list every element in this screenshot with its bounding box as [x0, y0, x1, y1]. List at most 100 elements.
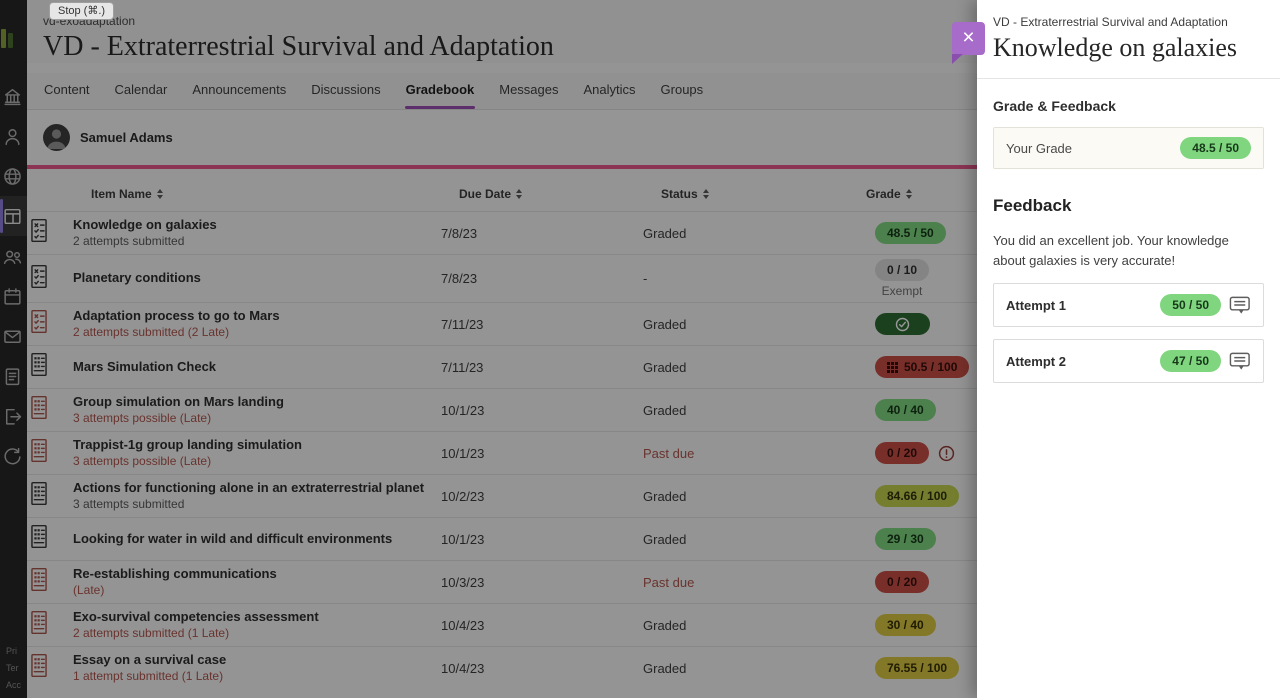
tab-groups[interactable]: Groups: [660, 82, 704, 97]
tab-messages[interactable]: Messages: [499, 82, 559, 97]
nav-item-institution[interactable]: [0, 76, 27, 116]
column-header-due-date[interactable]: Due Date: [459, 187, 661, 201]
tab-gradebook[interactable]: Gradebook: [404, 73, 476, 109]
sort-icon: [702, 189, 709, 199]
status-label: Past due: [643, 445, 695, 461]
stop-button[interactable]: Stop (⌘.): [49, 2, 115, 20]
due-date: 10/4/23: [441, 660, 485, 676]
column-header-grade[interactable]: Grade: [866, 187, 977, 201]
student-accent-bar: [27, 165, 977, 169]
close-icon: ×: [962, 26, 975, 49]
grade-pill[interactable]: 50.5 / 100: [875, 356, 970, 378]
grade-pill[interactable]: 0 / 20: [875, 571, 930, 593]
table-row[interactable]: Group simulation on Mars landing 3 attemp…: [27, 388, 977, 431]
grade-section-title: Grade & Feedback: [993, 98, 1116, 114]
footer-link[interactable]: Acc: [6, 680, 22, 690]
assignment-icon: [27, 610, 51, 640]
column-header-status[interactable]: Status: [661, 187, 866, 201]
tab-discussions[interactable]: Discussions: [311, 82, 381, 97]
table-row[interactable]: Re-establishing communications (Late) 10/3…: [27, 560, 977, 603]
status-label: Graded: [643, 316, 687, 332]
grade-value: 0 / 20: [887, 575, 918, 589]
organizations-icon: [3, 250, 21, 264]
feedback-comment-icon[interactable]: [1229, 295, 1251, 315]
grade-pill[interactable]: 76.55 / 100: [875, 657, 960, 679]
grade-pill[interactable]: 48.5 / 50: [875, 222, 946, 244]
grade-pill-complete[interactable]: [875, 313, 930, 335]
table-row[interactable]: Actions for functioning alone in an extr…: [27, 474, 977, 517]
status-label: Graded: [643, 225, 687, 241]
nav-item-globe[interactable]: [0, 156, 27, 196]
column-header-item-name[interactable]: Item Name: [91, 187, 459, 201]
attempt-row-attempt-2[interactable]: Attempt 2 47 / 50: [993, 339, 1264, 384]
column-label: Due Date: [459, 187, 512, 201]
sort-icon: [516, 189, 523, 199]
grade-value: 48.5 / 50: [887, 226, 934, 240]
globe-icon: [3, 167, 21, 185]
profile-icon: [4, 128, 20, 145]
modal-scrim[interactable]: [0, 0, 977, 698]
table-row[interactable]: Exo-survival competencies assessment 2 at…: [27, 603, 977, 646]
nav-item-messages[interactable]: [0, 316, 27, 356]
tab-announcements[interactable]: Announcements: [192, 82, 287, 97]
footer-link[interactable]: Pri: [6, 646, 17, 656]
grade-value: 29 / 30: [887, 532, 924, 546]
panel-item-title: Knowledge on galaxies: [993, 33, 1238, 62]
table-row[interactable]: Mars Simulation Check 7/11/23 Graded 50.5 /…: [27, 345, 977, 388]
table-row[interactable]: Planetary conditions 7/8/23 - 0 / 10 Exempt: [27, 254, 977, 302]
status-label: -: [643, 271, 648, 286]
item-name: Re-establishing communications: [73, 565, 277, 581]
course-tabs: Content Calendar Announcements Discussions G…: [27, 73, 977, 110]
student-avatar: [43, 124, 70, 151]
quiz-icon: [27, 264, 51, 294]
item-name: Exo-survival competencies assessment: [73, 608, 319, 624]
assignment-icon: [27, 524, 51, 554]
tab-calendar[interactable]: Calendar: [114, 82, 168, 97]
grade-pill[interactable]: 30 / 40: [875, 614, 936, 636]
item-attempts-info: (Late): [73, 582, 105, 597]
alert-icon: [938, 445, 955, 462]
rubric-icon: [887, 361, 898, 373]
assignment-icon: [27, 481, 51, 511]
feedback-comment-icon[interactable]: [1229, 351, 1251, 371]
due-date: 7/11/23: [441, 316, 484, 332]
tab-content[interactable]: Content: [44, 82, 90, 97]
nav-item-courses[interactable]: [0, 196, 27, 236]
grade-pill[interactable]: 29 / 30: [875, 528, 936, 550]
calendar-icon: [3, 287, 21, 305]
attempt-row-attempt-1[interactable]: Attempt 1 50 / 50: [993, 283, 1264, 328]
table-row[interactable]: Adaptation process to go to Mars 2 attemp…: [27, 302, 977, 345]
item-name: Looking for water in wild and difficult …: [73, 530, 393, 546]
table-row[interactable]: Essay on a survival case 1 attempt submit…: [27, 646, 977, 689]
footer-link[interactable]: Ter: [6, 663, 19, 673]
table-row[interactable]: Looking for water in wild and difficult …: [27, 517, 977, 560]
grade-pill[interactable]: 40 / 40: [875, 399, 936, 421]
table-row[interactable]: Knowledge on galaxies 2 attempts submitte…: [27, 211, 977, 254]
panel-close-button[interactable]: ×: [952, 22, 985, 64]
grade-feedback-panel: VD - Extraterrestrial Survival and Adapt…: [977, 0, 1280, 698]
grade-pill[interactable]: 0 / 10: [875, 259, 930, 281]
item-name: Adaptation process to go to Mars: [73, 307, 280, 323]
grade-pill[interactable]: 84.66 / 100: [875, 485, 960, 507]
grade-pill[interactable]: 0 / 20: [875, 442, 930, 464]
sign-out-icon: [5, 408, 21, 425]
item-attempts-info: 3 attempts submitted: [73, 496, 185, 511]
sort-icon: [905, 189, 912, 199]
item-name: Mars Simulation Check: [73, 358, 217, 374]
due-date: 7/11/23: [441, 359, 484, 375]
tab-analytics[interactable]: Analytics: [583, 82, 636, 97]
nav-item-grades[interactable]: [0, 356, 27, 396]
table-row[interactable]: Trappist-1g group landing simulation 3 at…: [27, 431, 977, 474]
nav-item-organizations[interactable]: [0, 236, 27, 276]
nav-item-return[interactable]: [0, 436, 27, 476]
status-label: Graded: [643, 531, 687, 547]
nav-item-sign-out[interactable]: [0, 396, 27, 436]
grade-value: 84.66 / 100: [887, 489, 948, 503]
due-date: 10/3/23: [441, 574, 485, 590]
column-label: Grade: [866, 187, 901, 201]
base-navigation: Pri Ter Acc: [0, 0, 27, 698]
nav-item-profile[interactable]: [0, 116, 27, 156]
status-label: Graded: [643, 617, 687, 633]
nav-item-calendar[interactable]: [0, 276, 27, 316]
due-date: 10/1/23: [441, 445, 485, 461]
